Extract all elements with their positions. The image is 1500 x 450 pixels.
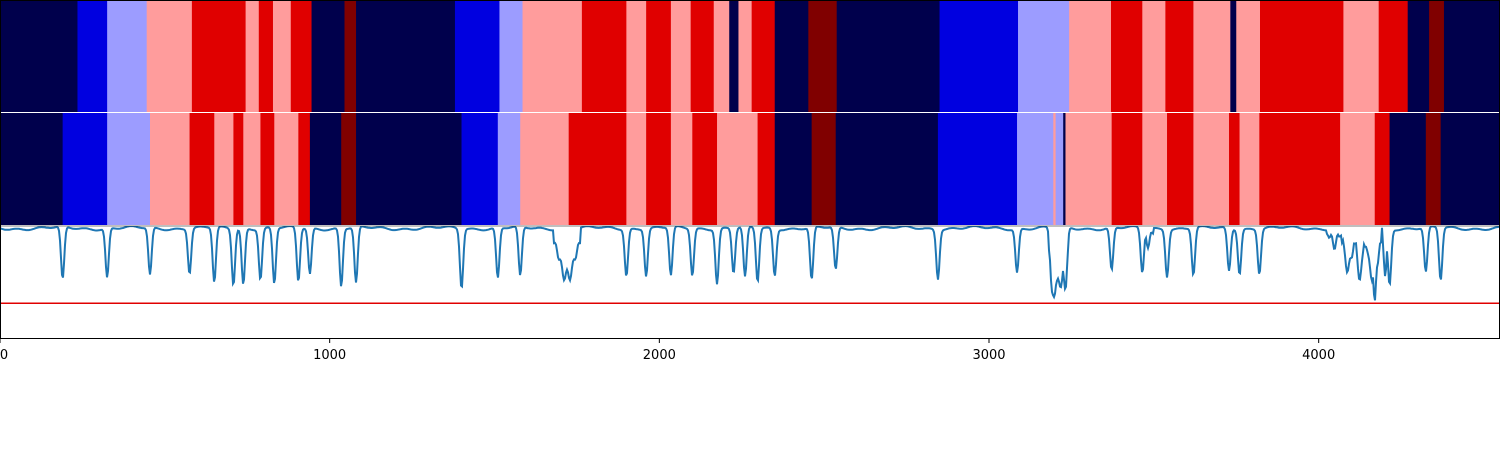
probability-line [0, 224, 1500, 301]
prediction-segment [1343, 0, 1380, 112]
ground-truth-segment [62, 113, 108, 226]
ground-truth-segment [670, 113, 693, 226]
ground-truth-segment [309, 113, 342, 226]
ground-truth-segment [717, 113, 758, 226]
prediction-segment [1069, 0, 1112, 112]
ground-truth-segment [1111, 113, 1143, 226]
prediction-segment-band [0, 0, 1500, 112]
prediction-segment [774, 0, 809, 112]
prediction-segment [454, 0, 500, 112]
prediction-segment [1429, 0, 1445, 112]
ground-truth-segment [1389, 113, 1427, 226]
ground-truth-segment [520, 113, 570, 226]
prediction-segment [670, 0, 692, 112]
ground-truth-segment [243, 113, 261, 226]
x-tick-label: 2000 [643, 348, 676, 363]
prediction-segment [1378, 0, 1409, 112]
ground-truth-segment [1142, 113, 1168, 226]
prediction-segment [0, 0, 78, 112]
prediction-segment [290, 0, 312, 112]
prediction-segment [626, 0, 647, 112]
prediction-segment [146, 0, 193, 112]
prediction-segment [272, 0, 292, 112]
ground-truth-segment [233, 113, 244, 226]
prediction-segment [1193, 0, 1231, 112]
prediction-segment [581, 0, 627, 112]
prediction-segment [1165, 0, 1194, 112]
x-tick-label: 3000 [972, 348, 1005, 363]
ground-truth-segment [189, 113, 215, 226]
prediction-segment [1018, 0, 1070, 112]
prediction-segment [1110, 0, 1143, 112]
prediction-segment [1236, 0, 1261, 112]
ground-truth-segment [1259, 113, 1341, 226]
ground-truth-segment [0, 113, 64, 226]
ground-truth-segment [1340, 113, 1376, 226]
ground-truth-segment [1063, 113, 1066, 226]
ground-truth-segment [107, 113, 151, 226]
ground-truth-segment [626, 113, 647, 226]
prediction-segment [1443, 0, 1500, 112]
prediction-segment [646, 0, 672, 112]
x-axis: 0 1000 2000 3000 4000 [0, 338, 1335, 363]
x-tick-label: 0 [0, 348, 8, 363]
ground-truth-segment [568, 113, 627, 226]
ground-truth-segment [1017, 113, 1054, 226]
ground-truth-segment [692, 113, 718, 226]
ground-truth-segment [1053, 113, 1057, 226]
prediction-segment [1407, 0, 1430, 112]
ground-truth-segment [1193, 113, 1230, 226]
prediction-segment [1260, 0, 1344, 112]
ground-truth-segment [356, 113, 462, 226]
prediction-segment [690, 0, 715, 112]
prediction-segment [1142, 0, 1166, 112]
ground-truth-segment [497, 113, 521, 226]
prediction-segment [738, 0, 753, 112]
prediction-segment [751, 0, 776, 112]
prediction-segment [258, 0, 274, 112]
ground-truth-segment [1065, 113, 1113, 226]
x-tick-label: 1000 [313, 348, 346, 363]
ground-truth-segment [1425, 113, 1442, 226]
prediction-segment [808, 0, 838, 112]
ground-truth-segment [1440, 113, 1500, 226]
prediction-segment [522, 0, 583, 112]
ground-truth-segment [260, 113, 275, 226]
prediction-segment [107, 0, 148, 112]
ground-truth-segment [1167, 113, 1194, 226]
prediction-segment [939, 0, 1019, 112]
ground-truth-segment [937, 113, 1018, 226]
ground-truth-segment [1055, 113, 1064, 226]
ground-truth-segment [811, 113, 837, 226]
prediction-segment [344, 0, 357, 112]
prediction-segment [713, 0, 730, 112]
probability-trace-panel [0, 224, 1500, 338]
ground-truth-segment [757, 113, 776, 226]
ground-truth-segment [1374, 113, 1390, 226]
ground-truth-segment [774, 113, 813, 226]
ground-truth-segment [341, 113, 357, 226]
prediction-segment [729, 0, 739, 112]
ground-truth-segment [1239, 113, 1260, 226]
ground-truth-segment [274, 113, 299, 226]
ground-truth-segment [150, 113, 190, 226]
prediction-segment [499, 0, 523, 112]
prediction-segment [356, 0, 456, 112]
ground-truth-segment-band [0, 113, 1500, 226]
prediction-segment [836, 0, 940, 112]
prediction-segment [245, 0, 260, 112]
ground-truth-segment [1229, 113, 1240, 226]
prediction-segment [311, 0, 345, 112]
ground-truth-segment [835, 113, 939, 226]
prediction-segment [77, 0, 108, 112]
ground-truth-segment [646, 113, 672, 226]
x-tick-label: 4000 [1302, 348, 1335, 363]
ground-truth-segment [214, 113, 234, 226]
ground-truth-segment [298, 113, 311, 226]
trace-panel-frame [0, 226, 1500, 338]
ground-truth-segment [461, 113, 499, 226]
prediction-segment [1230, 0, 1237, 112]
prediction-segment [191, 0, 247, 112]
